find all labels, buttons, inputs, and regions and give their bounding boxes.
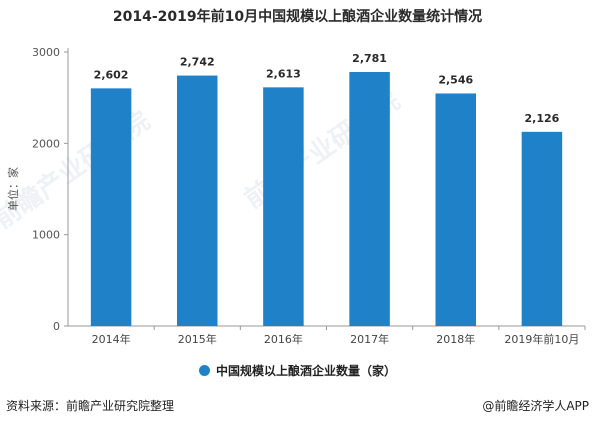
bar — [349, 72, 390, 326]
bar-value-label: 2,126 — [525, 112, 560, 125]
y-tick-label: 3000 — [32, 46, 60, 59]
bar — [263, 87, 304, 326]
y-tick-label: 1000 — [32, 229, 60, 242]
y-tick-label: 2000 — [32, 137, 60, 150]
bar-value-label: 2,781 — [352, 52, 387, 65]
legend-label: 中国规模以上酿酒企业数量（家） — [215, 364, 396, 378]
x-tick-label: 2015年 — [178, 332, 217, 346]
y-tick-label: 0 — [53, 320, 60, 333]
x-tick-label: 2017年 — [350, 332, 389, 346]
brand-credit: @前瞻经济学人APP — [482, 397, 589, 414]
legend-marker — [198, 365, 210, 376]
x-tick-label: 2014年 — [92, 332, 131, 346]
x-tick-label: 2018年 — [436, 332, 475, 346]
bar-value-label: 2,613 — [266, 67, 301, 80]
bar — [521, 131, 563, 326]
y-axis-label: 单位：家 — [6, 167, 20, 211]
legend: 中国规模以上酿酒企业数量（家） — [0, 362, 595, 379]
x-tick-label: 2016年 — [264, 332, 303, 346]
chart-title: 2014-2019年前10月中国规模以上酿酒企业数量统计情况 — [112, 9, 483, 25]
x-tick-label: 2019年前10月 — [504, 332, 579, 346]
bar — [177, 75, 218, 327]
brand-text: @前瞻经济学人APP — [482, 399, 589, 413]
bar-value-label: 2,602 — [94, 68, 129, 81]
bar — [435, 93, 476, 326]
bar-value-label: 2,546 — [438, 73, 473, 86]
source-note: 资料来源：前瞻产业研究院整理 — [6, 399, 175, 413]
bar-value-label: 2,742 — [180, 56, 215, 69]
bar — [90, 88, 132, 326]
